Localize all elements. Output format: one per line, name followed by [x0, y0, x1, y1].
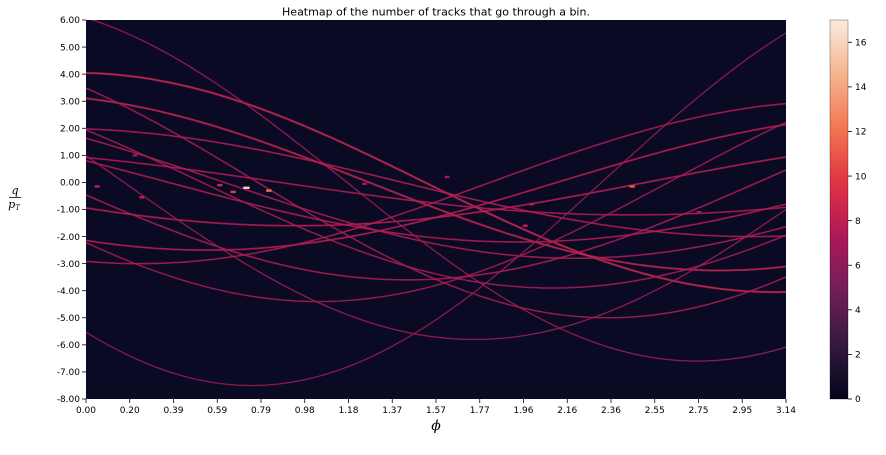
y-tick-label: 5.00 — [60, 43, 80, 53]
y-tick-label: 6.00 — [60, 16, 80, 26]
x-tick-label: 1.18 — [338, 406, 358, 416]
hotspot-bin-10 — [696, 211, 702, 214]
track-core-5 — [86, 160, 786, 243]
track-core-12 — [86, 155, 786, 340]
y-tick-label: -8.00 — [57, 395, 81, 405]
y-axis: 6.00 5.00 4.00 3.00 2.00 1.00 0.00 -1.00 -2.00 -3… — [57, 16, 86, 405]
y-label-numerator: q — [11, 184, 18, 197]
hotspot-bin-9 — [444, 175, 450, 179]
x-tick-label: 2.75 — [688, 406, 708, 416]
hotspot-bin-2 — [230, 190, 236, 194]
hotspot-bin-5 — [94, 185, 100, 188]
track-core-10 — [86, 122, 786, 302]
hotspot-bin-1 — [266, 189, 272, 192]
y-label-subscript: T — [15, 204, 21, 212]
x-tick-label: 0.20 — [120, 406, 140, 416]
x-tick-label: 2.95 — [732, 406, 752, 416]
track-core-6 — [86, 169, 786, 281]
x-tick-label: 0.39 — [163, 406, 183, 416]
colorbar-tick-label: 14 — [855, 83, 867, 93]
track-core-13 — [86, 128, 786, 237]
colorbar-ticks: 0 2 4 6 8 10 12 14 16 — [848, 38, 867, 405]
track-core-1 — [86, 98, 786, 271]
colorbar-tick-label: 10 — [855, 172, 867, 182]
colorbar-tick-label: 4 — [855, 306, 861, 316]
x-tick-label: 1.57 — [426, 406, 446, 416]
colorbar: 0 2 4 6 8 10 12 14 16 — [829, 19, 867, 405]
colorbar-frame — [829, 19, 849, 400]
track-core-9 — [86, 157, 786, 216]
y-tick-label: -6.00 — [57, 341, 81, 351]
colorbar-gradient — [830, 20, 848, 399]
track-core-8 — [91, 20, 786, 362]
colorbar-tick-label: 12 — [855, 128, 866, 138]
x-tick-label: 2.55 — [645, 406, 665, 416]
x-tick-label: 0.59 — [207, 406, 227, 416]
y-tick-label: 4.00 — [60, 70, 80, 80]
y-tick-label: 1.00 — [60, 152, 80, 162]
hotspot-bin-3 — [217, 183, 223, 187]
y-axis-label: q pT — [8, 184, 21, 212]
plot-area — [86, 20, 786, 399]
y-tick-label: -2.00 — [57, 233, 81, 243]
chart-title: Heatmap of the number of tracks that go … — [282, 6, 590, 19]
colorbar-tick-label: 16 — [855, 38, 867, 48]
colorbar-tick-label: 6 — [855, 261, 861, 271]
hotspot-bin-7 — [529, 202, 535, 206]
track-core-0 — [86, 72, 786, 293]
hotspot-bin-11 — [132, 154, 138, 157]
x-tick-label: 2.16 — [557, 406, 577, 416]
x-axis: 0.00 0.20 0.39 0.59 0.79 0.98 1.18 1.37 1.57 1.77… — [76, 399, 796, 416]
x-tick-label: 0.00 — [76, 406, 96, 416]
track-core-11 — [86, 103, 786, 264]
hotspot-bin-8 — [522, 224, 528, 227]
y-tick-label: 3.00 — [60, 97, 80, 107]
x-tick-label: 2.36 — [601, 406, 621, 416]
track-core-7 — [86, 138, 786, 259]
colorbar-tick-label: 2 — [855, 351, 861, 361]
heatmap-cells — [86, 20, 786, 387]
y-tick-label: 0.00 — [60, 179, 80, 189]
x-tick-label: 1.77 — [470, 406, 490, 416]
hotspot-bin-4 — [139, 196, 145, 199]
track-core-15 — [86, 32, 786, 386]
y-tick-label: -4.00 — [57, 287, 81, 297]
x-tick-label: 1.96 — [513, 406, 533, 416]
y-label-denominator: pT — [8, 198, 21, 212]
x-tick-label: 1.37 — [382, 406, 402, 416]
y-tick-label: 2.00 — [60, 124, 80, 134]
y-label-denominator-base: p — [8, 198, 15, 211]
track-core-3 — [86, 156, 786, 226]
hotspot-bin-0 — [243, 186, 250, 189]
y-tick-label: -5.00 — [57, 314, 81, 324]
hotspot-bin-6 — [629, 185, 635, 188]
hotspot-bin-12 — [362, 182, 367, 185]
y-tick-label: -3.00 — [57, 260, 81, 270]
y-tick-label: -7.00 — [57, 368, 81, 378]
y-tick-label: -1.00 — [57, 206, 81, 216]
x-tick-label: 3.14 — [776, 406, 796, 416]
heatmap-hotspots — [94, 154, 702, 227]
colorbar-tick-label: 0 — [855, 395, 861, 405]
x-axis-label: ϕ — [431, 418, 441, 434]
x-tick-label: 0.98 — [295, 406, 315, 416]
colorbar-tick-label: 8 — [855, 217, 861, 227]
x-tick-label: 0.79 — [251, 406, 271, 416]
track-core-14 — [86, 129, 786, 289]
